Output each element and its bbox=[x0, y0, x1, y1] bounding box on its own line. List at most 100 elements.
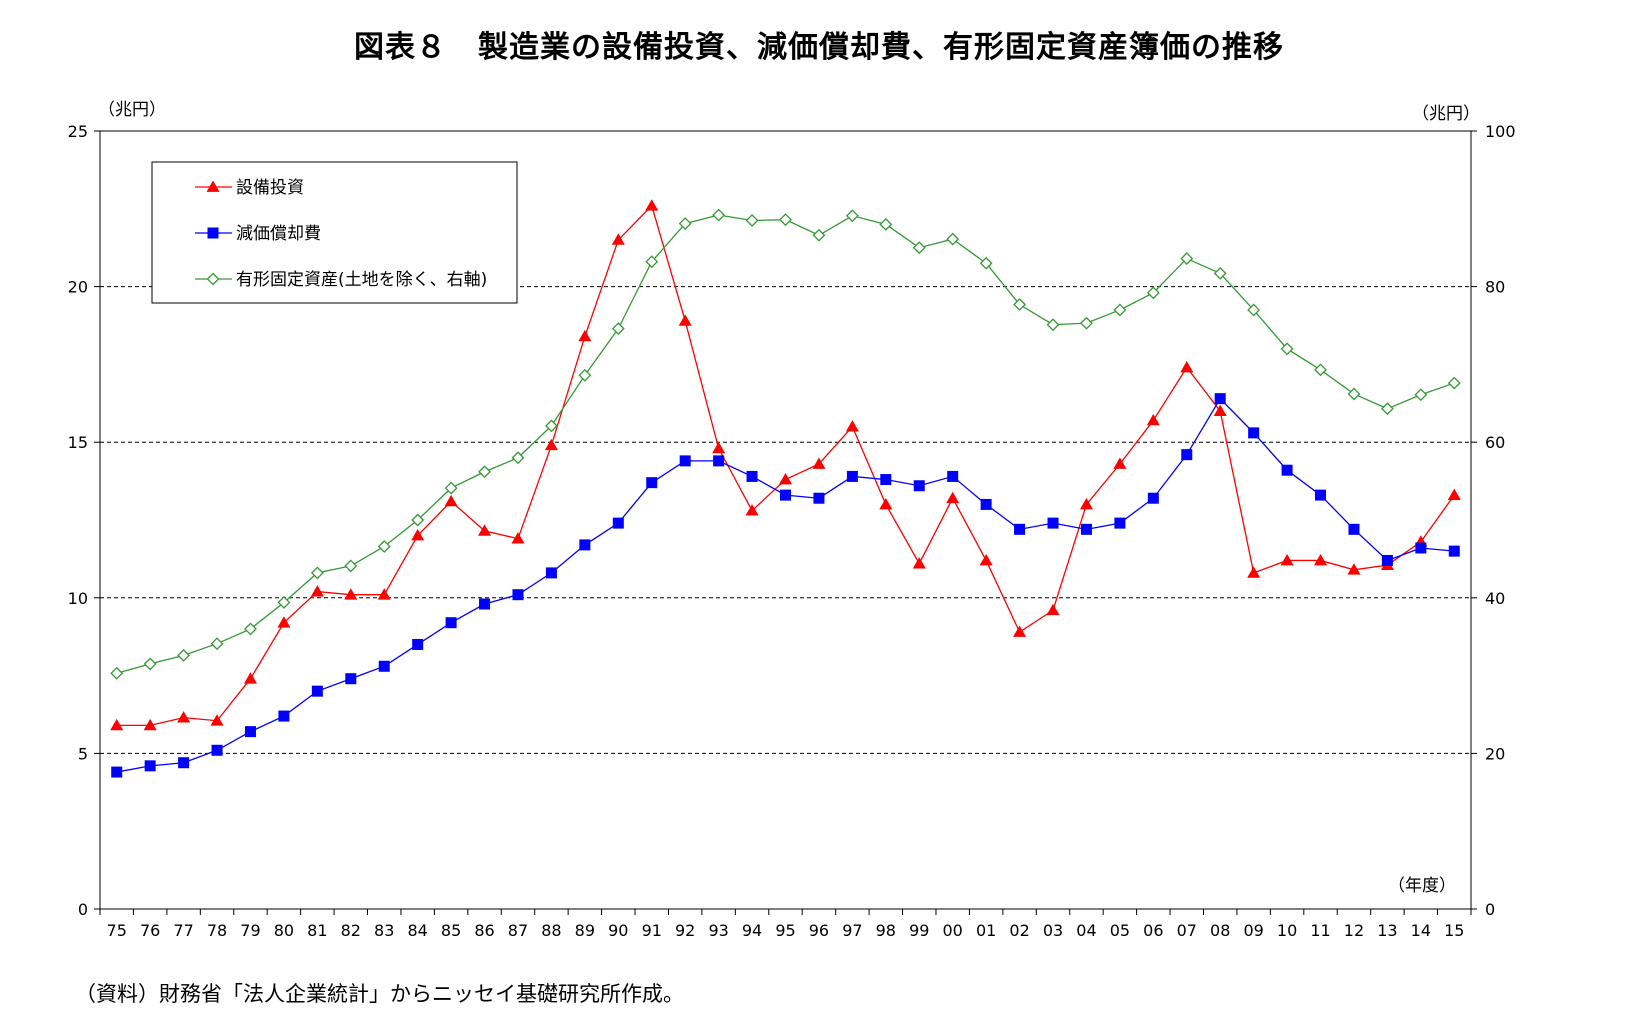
x-tick-label: 86 bbox=[474, 921, 494, 940]
data-point bbox=[211, 744, 223, 756]
data-point bbox=[1213, 266, 1227, 280]
data-point bbox=[310, 566, 324, 580]
data-point bbox=[178, 757, 190, 769]
data-point bbox=[812, 457, 826, 469]
right-axis-ticks: 0 20 40 60 80 100 bbox=[1471, 122, 1516, 919]
data-point bbox=[1046, 603, 1060, 616]
data-point bbox=[1280, 553, 1294, 566]
data-point bbox=[646, 477, 658, 489]
data-point bbox=[745, 214, 759, 227]
data-point bbox=[110, 718, 124, 731]
data-point bbox=[411, 513, 425, 527]
data-point bbox=[912, 557, 926, 569]
x-tick-label: 83 bbox=[374, 921, 394, 940]
data-point bbox=[512, 589, 524, 601]
data-point bbox=[1248, 427, 1260, 439]
data-point bbox=[645, 255, 659, 269]
data-point bbox=[1213, 404, 1227, 416]
data-point bbox=[845, 209, 859, 223]
x-tick-label: 14 bbox=[1411, 921, 1431, 940]
series-triangle bbox=[110, 199, 1461, 731]
x-tick-label: 76 bbox=[140, 921, 160, 940]
data-point bbox=[378, 660, 390, 672]
data-point bbox=[545, 419, 558, 433]
data-point bbox=[913, 480, 925, 492]
left-tick-label: 20 bbox=[68, 278, 88, 297]
data-point bbox=[611, 322, 625, 336]
x-tick-label: 79 bbox=[240, 921, 260, 940]
x-tick-label: 08 bbox=[1210, 921, 1230, 940]
data-point bbox=[578, 329, 592, 342]
data-point bbox=[846, 470, 858, 482]
data-point bbox=[344, 588, 358, 600]
plot-area bbox=[99, 130, 1472, 910]
data-point bbox=[980, 498, 992, 510]
grid-lines bbox=[100, 286, 1471, 754]
data-point bbox=[1180, 361, 1194, 373]
x-tick-label: 84 bbox=[407, 921, 427, 940]
data-point bbox=[1080, 316, 1093, 330]
x-tick-label: 87 bbox=[508, 921, 528, 940]
data-point bbox=[377, 588, 391, 600]
data-point bbox=[478, 465, 491, 479]
data-point bbox=[411, 529, 425, 541]
data-point bbox=[412, 638, 424, 650]
x-tick-label: 75 bbox=[107, 921, 127, 940]
data-point bbox=[311, 685, 323, 697]
data-point bbox=[746, 470, 758, 482]
data-point bbox=[1348, 523, 1360, 535]
x-tick-label: 96 bbox=[809, 921, 829, 940]
x-tick-label: 10 bbox=[1277, 921, 1297, 940]
left-tick-label: 25 bbox=[68, 122, 88, 141]
data-point bbox=[579, 539, 591, 551]
source-note: （資料）財務省「法人企業統計」からニッセイ基礎研究所作成。 bbox=[75, 982, 684, 1006]
right-axis-unit: （兆円） bbox=[1412, 104, 1480, 124]
series-square bbox=[111, 393, 1460, 778]
legend-label: 設備投資 bbox=[236, 178, 304, 198]
data-point bbox=[678, 217, 692, 231]
data-point bbox=[277, 616, 291, 628]
data-point bbox=[912, 241, 926, 255]
data-point bbox=[1247, 303, 1261, 317]
x-tick-label: 77 bbox=[173, 921, 193, 940]
data-point bbox=[779, 213, 792, 227]
data-point bbox=[1381, 554, 1393, 566]
right-tick-label: 60 bbox=[1485, 433, 1505, 452]
data-point bbox=[1447, 376, 1461, 390]
x-tick-label: 94 bbox=[742, 921, 762, 940]
x-tick-label: 01 bbox=[976, 921, 996, 940]
data-point bbox=[612, 517, 624, 529]
data-point bbox=[511, 532, 525, 544]
x-tick-label: 99 bbox=[909, 921, 929, 940]
data-point bbox=[244, 726, 256, 738]
x-tick-label: 85 bbox=[441, 921, 461, 940]
data-point bbox=[1180, 252, 1194, 266]
data-point bbox=[1448, 545, 1460, 557]
data-point bbox=[813, 492, 825, 504]
data-point bbox=[479, 598, 491, 610]
data-point bbox=[278, 710, 290, 722]
data-point bbox=[143, 657, 157, 671]
x-tick-label: 00 bbox=[943, 921, 963, 940]
data-point bbox=[177, 648, 191, 662]
data-point bbox=[444, 494, 458, 507]
data-point bbox=[1114, 517, 1126, 529]
data-point bbox=[745, 504, 759, 516]
right-tick-label: 20 bbox=[1485, 744, 1505, 763]
x-tick-label: 81 bbox=[307, 921, 327, 940]
legend-item: 設備投資 bbox=[195, 178, 304, 198]
x-tick-label: 78 bbox=[207, 921, 227, 940]
data-point bbox=[780, 489, 791, 501]
data-point bbox=[243, 672, 257, 684]
data-point bbox=[1447, 488, 1461, 500]
data-point bbox=[578, 368, 592, 382]
x-tick-label: 90 bbox=[608, 921, 628, 940]
left-tick-label: 10 bbox=[68, 589, 88, 608]
data-point bbox=[713, 455, 725, 467]
data-point bbox=[946, 491, 960, 504]
x-tick-label: 88 bbox=[541, 921, 561, 940]
data-point bbox=[1181, 449, 1193, 461]
